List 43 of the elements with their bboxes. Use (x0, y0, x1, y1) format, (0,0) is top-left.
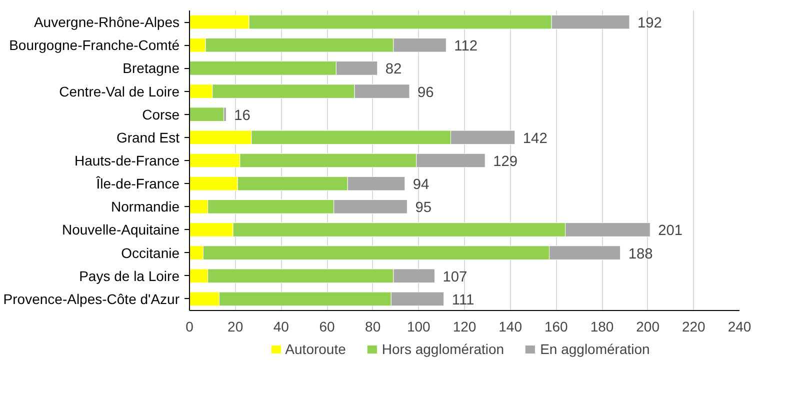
y-tick-label: Normandie (111, 198, 180, 215)
total-label: 82 (385, 62, 402, 78)
x-tick-label: 180 (590, 318, 614, 334)
x-tick-label: 40 (273, 318, 290, 334)
total-label: 96 (418, 84, 434, 101)
y-tick-label: Île-de-France (95, 176, 180, 192)
total-label: 94 (412, 177, 430, 194)
y-tick-label: Occitanie (121, 244, 180, 261)
y-tick-label: Corse (142, 106, 180, 122)
bar (190, 107, 224, 122)
x-tick-label: 120 (452, 318, 476, 334)
x-tick-label: 200 (636, 318, 660, 334)
legend-label: En agglomération (540, 341, 650, 357)
total-label: 111 (452, 292, 474, 308)
total-label: 112 (454, 38, 478, 55)
x-tick-label: 160 (544, 318, 568, 334)
total-label: 129 (493, 154, 518, 170)
x-tick-label: 60 (319, 318, 335, 334)
x-tick-label: 0 (186, 318, 194, 334)
y-tick-label: Auvergne-Rhône-Alpes (34, 14, 180, 30)
x-tick-label: 80 (365, 318, 381, 334)
x-tick-label: 100 (406, 318, 431, 334)
total-label: 142 (522, 130, 548, 147)
total-label: 188 (628, 246, 653, 262)
y-tick-label: Bretagne (122, 60, 180, 76)
total-label: 107 (442, 269, 468, 286)
total-label: 192 (638, 16, 662, 32)
y-tick-label: Pays de la Loire (79, 268, 180, 284)
x-tick-label: 240 (728, 318, 752, 334)
x-tick-label: 220 (682, 318, 706, 334)
x-tick-label: 140 (498, 318, 522, 334)
y-tick-label: Bourgogne-Franche-Comté (9, 37, 180, 54)
legend-label: Hors agglomération (382, 341, 504, 357)
total-label: 201 (658, 223, 683, 240)
total-label: 16 (234, 108, 250, 124)
total-label: 95 (415, 200, 432, 216)
y-tick-label: Provence-Alpes-Côte d'Azur (3, 290, 180, 307)
legend-label: Autoroute (285, 341, 346, 357)
y-tick-label: Grand Est (116, 129, 180, 146)
y-tick-label: Centre-Val de Loire (59, 83, 180, 100)
x-tick-label: 20 (228, 318, 244, 334)
y-tick-label: Nouvelle-Aquitaine (62, 222, 180, 238)
y-tick-label: Hauts-de-France (74, 152, 180, 168)
